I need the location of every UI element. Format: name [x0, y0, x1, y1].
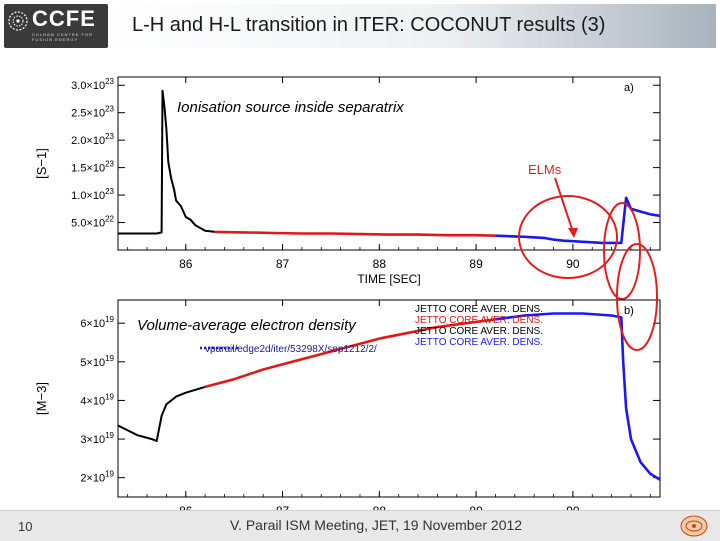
panel-a-annotation: Ionisation source inside separatrix: [177, 99, 404, 116]
panel-a-y-axis-label: [S−1]: [34, 148, 49, 179]
title-band: [112, 4, 716, 48]
logo-text: CCFE: [32, 6, 96, 31]
panel-b-legend-entry: JETTO CORE AVER. DENS.: [415, 337, 543, 348]
panel-b-x-tick-label: 87: [276, 504, 290, 510]
panel-b-y-axis-label: [M−3]: [34, 382, 49, 415]
panel-b-transition-ellipse: [616, 243, 658, 351]
panel-b-y-tick-label: 6×1019: [80, 315, 114, 330]
panel-b-x-tick-label: 89: [469, 504, 483, 510]
panel-a-series-line: [214, 230, 496, 237]
panel-a-elms-ellipse-right: [603, 202, 641, 300]
slide-footer: 10 V. Parail ISM Meeting, JET, 19 Novemb…: [0, 510, 720, 541]
panel-a-panel-label: a): [624, 82, 634, 94]
panel-a-elms-ellipse-left: [518, 195, 618, 279]
slide-header: CCFE CULHAM CENTRE FOR FUSION ENERGY L-H…: [0, 0, 720, 50]
panel-a-x-axis-label: TIME [SEC]: [357, 272, 420, 286]
panel-a-y-tick-label: 1.0×1023: [71, 187, 114, 202]
panel-b-legend-entry: JETTO CORE AVER. DENS.: [415, 304, 543, 315]
panel-b-plot-frame: [117, 299, 661, 498]
panel-a-x-tick-label: 88: [373, 257, 387, 271]
slide-title: L-H and H-L transition in ITER: COCONUT …: [132, 14, 606, 36]
panel-a-y-tick-label: 5.0×1022: [71, 215, 114, 230]
panel-a-x-tick-label: 90: [566, 257, 580, 271]
page-number: 10: [18, 519, 33, 534]
ccfe-logo: CCFE CULHAM CENTRE FOR FUSION ENERGY: [4, 4, 108, 48]
panel-b-annotation: Volume-average electron density: [137, 317, 357, 334]
panel-b-x-tick-label: 90: [566, 504, 580, 510]
panel-a-series-line: [118, 89, 215, 235]
panel-b-y-tick-label: 5×1019: [80, 354, 114, 369]
jet-logo-icon: [680, 515, 708, 537]
charts-area: 86 87 88 89 90 5.0×1022 1.0×1023 1.5×1023 2.0×10…: [34, 76, 661, 510]
panel-b-legend-entry: JETTO CORE AVER. DENS.: [415, 326, 543, 337]
panel-a-x-tick-label: 86: [179, 257, 193, 271]
footer-text: V. Parail ISM Meeting, JET, 19 November …: [230, 517, 523, 533]
panel-b-y-tick-label: 3×1019: [80, 431, 114, 446]
panel-a-elms-label: ELMs: [528, 162, 562, 177]
panel-b-series-line: [117, 385, 206, 442]
panel-a-elms-arrow: [554, 177, 575, 236]
panel-b-legend-entry: JETTO CORE AVER. DENS.: [415, 315, 543, 326]
panel-a-y-tick-label: 2.0×1023: [71, 132, 114, 147]
panel-b-x-tick-label: 88: [373, 504, 387, 510]
panel-a-y-tick-label: 2.5×1023: [71, 105, 114, 120]
panel-a-series-line: [495, 196, 661, 245]
panel-a-elms-arrowhead: [568, 228, 578, 238]
panel-b-series-line: [495, 312, 661, 481]
panel-a-y-tick-label: 1.5×1023: [71, 160, 114, 175]
panel-b-y-tick-label: 2×1019: [80, 470, 114, 485]
panel-b-x-tick-label: 86: [179, 504, 193, 510]
logo-subtext: CULHAM CENTRE FOR FUSION ENERGY: [32, 32, 94, 42]
panel-b-path-label: vparail/edge2d/iter/53298X/sep1212/2/: [205, 344, 377, 355]
panel-b-y-tick-label: 4×1019: [80, 392, 114, 407]
panel-b-series-line: [204, 318, 496, 389]
panel-a-x-tick-label: 89: [469, 257, 483, 271]
panel-a-plot-frame: [117, 76, 661, 251]
ccfe-logo-mark: [8, 11, 28, 31]
panel-a-y-tick-label: 3.0×1023: [71, 77, 114, 92]
panel-a-x-tick-label: 87: [276, 257, 290, 271]
panel-b-panel-label: b): [624, 305, 634, 317]
